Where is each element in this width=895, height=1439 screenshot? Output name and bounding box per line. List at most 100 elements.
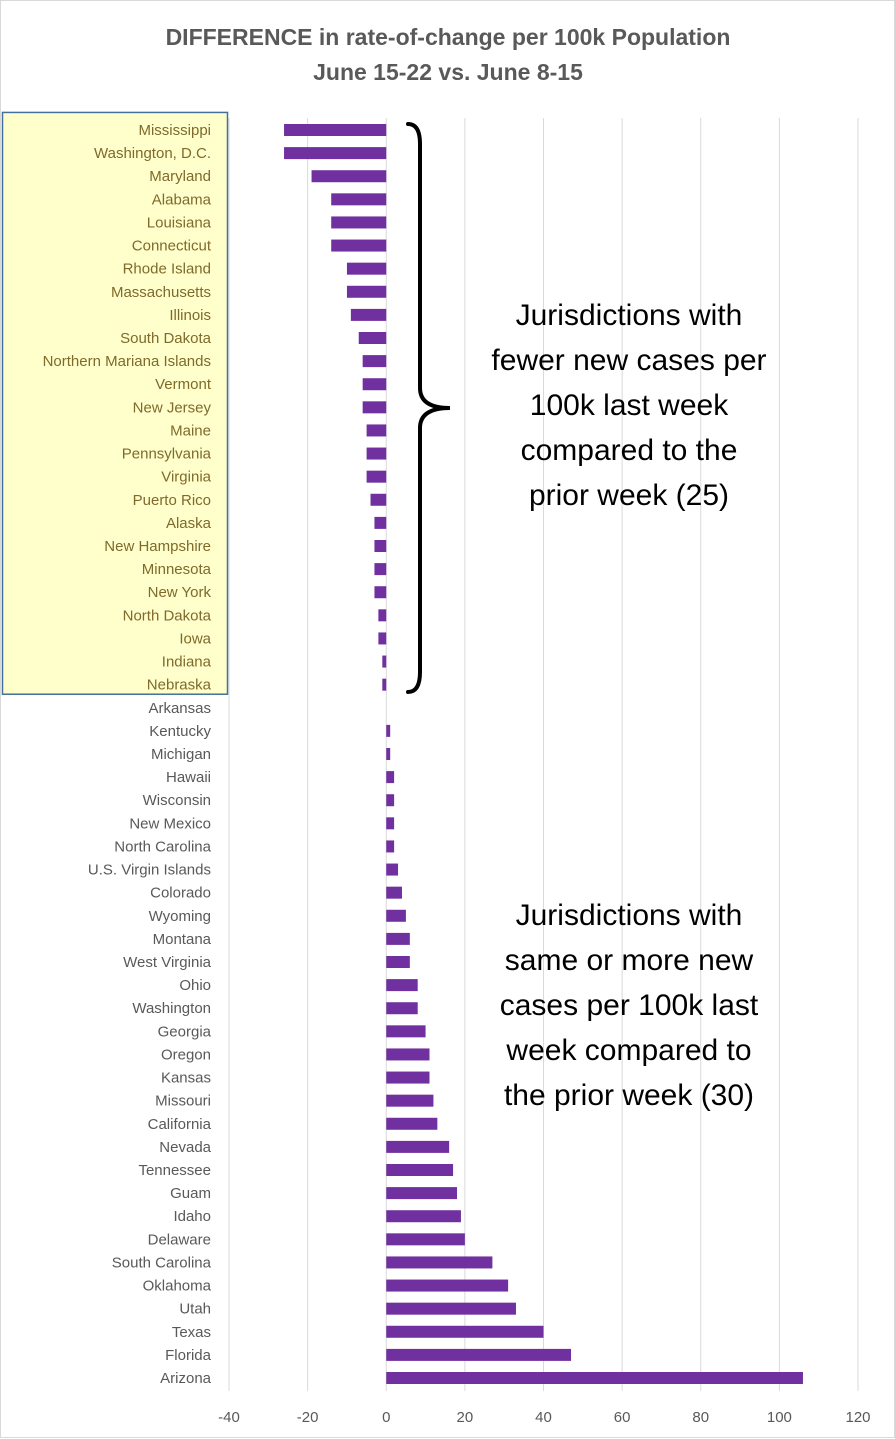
category-label: Alabama <box>152 191 212 208</box>
bar <box>331 216 387 229</box>
bar <box>386 1002 418 1015</box>
bar <box>378 632 387 645</box>
bar <box>386 863 399 876</box>
chart-subtitle: June 15-22 vs. June 8-15 <box>313 59 583 85</box>
annotation-line: week compared to <box>505 1034 751 1067</box>
category-label: Tennessee <box>138 1162 211 1179</box>
category-label: Arizona <box>160 1370 212 1387</box>
category-label: Montana <box>153 931 212 948</box>
x-tick-label: 60 <box>614 1409 631 1426</box>
category-label: Puerto Rico <box>133 492 211 509</box>
category-label: Louisiana <box>147 214 212 231</box>
bar <box>386 840 395 853</box>
bar <box>386 1256 493 1269</box>
bar <box>366 447 387 460</box>
bar <box>366 424 387 437</box>
bar <box>311 170 387 183</box>
bar <box>331 193 387 206</box>
bar <box>386 886 402 899</box>
category-label: New Hampshire <box>104 538 211 555</box>
bar <box>378 609 387 622</box>
annotation-line: Jurisdictions with <box>516 299 743 332</box>
bar <box>374 516 387 529</box>
bar <box>374 563 387 576</box>
category-label: Connecticut <box>132 238 212 255</box>
category-label: Arkansas <box>148 700 211 717</box>
x-tick-label: 120 <box>845 1409 870 1426</box>
bar <box>350 308 387 321</box>
bar <box>386 1164 454 1176</box>
category-label: Ohio <box>179 977 211 994</box>
bar <box>346 262 387 275</box>
category-label: Rhode Island <box>123 261 211 278</box>
category-label: Maryland <box>149 168 211 185</box>
category-label: Washington, D.C. <box>94 145 211 162</box>
category-label: New Mexico <box>129 815 211 832</box>
bar <box>284 124 387 136</box>
annotation-line: the prior week (30) <box>504 1079 754 1112</box>
bar <box>386 956 410 968</box>
bar <box>386 1302 516 1315</box>
bracket-brace <box>406 122 451 694</box>
x-tick-label: -40 <box>218 1409 240 1426</box>
bar <box>362 401 387 414</box>
bar <box>346 285 387 298</box>
category-label: Northern Mariana Islands <box>43 353 211 370</box>
category-label: Massachusetts <box>111 284 211 301</box>
bar <box>386 1210 461 1223</box>
bar <box>386 817 395 830</box>
category-label: Iowa <box>179 630 211 647</box>
category-label: Maine <box>170 422 211 439</box>
category-label: West Virginia <box>123 954 211 971</box>
bar <box>386 979 418 992</box>
category-label: Pennsylvania <box>122 446 212 463</box>
category-label: Vermont <box>155 376 212 393</box>
category-label: South Dakota <box>120 330 212 347</box>
bar <box>386 1117 438 1130</box>
category-label: Indiana <box>162 654 212 671</box>
category-label: Hawaii <box>166 769 211 786</box>
category-label: New York <box>148 584 212 601</box>
bar <box>386 724 391 737</box>
x-tick-label: 100 <box>767 1409 792 1426</box>
bar <box>370 493 387 506</box>
category-label: Wyoming <box>149 908 211 925</box>
x-tick-label: 40 <box>535 1409 552 1426</box>
annotation-line: cases per 100k last <box>500 989 759 1022</box>
bar <box>358 332 387 344</box>
category-label: California <box>148 1116 212 1133</box>
bar <box>331 239 387 252</box>
bar <box>386 909 406 922</box>
annotation-line: prior week (25) <box>529 479 729 512</box>
bar <box>386 1233 465 1246</box>
category-label: Virginia <box>161 469 211 486</box>
bar <box>362 378 387 391</box>
category-label: Utah <box>179 1301 211 1318</box>
annotation-line: fewer new cases per <box>491 344 766 377</box>
bar <box>386 1048 430 1061</box>
bar <box>366 470 387 483</box>
category-label: Kansas <box>161 1070 211 1087</box>
bar <box>362 355 387 368</box>
category-label: Delaware <box>148 1231 211 1248</box>
category-label: Idaho <box>173 1208 211 1225</box>
category-label: New Jersey <box>133 399 212 416</box>
bar <box>386 1094 434 1107</box>
bar <box>386 794 395 807</box>
category-label: Kentucky <box>149 723 211 740</box>
bar <box>386 1187 458 1200</box>
category-label: Guam <box>170 1185 211 1202</box>
bar <box>386 932 410 945</box>
category-label: Mississippi <box>138 122 211 139</box>
category-label: Nebraska <box>147 677 212 694</box>
chart-title: DIFFERENCE in rate-of-change per 100k Po… <box>166 24 731 50</box>
bar <box>386 1372 803 1384</box>
category-label: Colorado <box>150 885 211 902</box>
category-label: Wisconsin <box>143 792 211 809</box>
annotation-line: compared to the <box>521 434 738 467</box>
bar <box>386 1348 572 1361</box>
category-label: Texas <box>172 1324 211 1341</box>
category-label: Georgia <box>158 1023 212 1040</box>
